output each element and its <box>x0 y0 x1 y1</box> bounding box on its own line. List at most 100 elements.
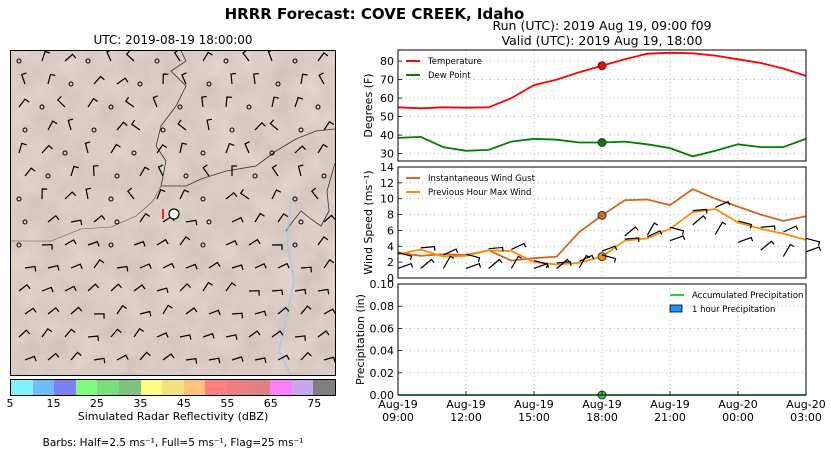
wind-barb <box>277 354 290 361</box>
wind-barb <box>277 212 289 223</box>
wind-barb <box>181 72 187 85</box>
wind-barb <box>297 164 304 177</box>
calm-wind-circle <box>114 173 120 179</box>
y-tick-label: 0.06 <box>370 322 395 335</box>
wind-barb <box>133 240 146 247</box>
wind-barb <box>267 51 273 62</box>
river-line <box>277 200 296 375</box>
wind-barb <box>70 219 83 226</box>
legend-label: Temperature <box>427 57 482 67</box>
y-tick-label: 50 <box>380 111 394 124</box>
calm-wind-circle <box>269 150 275 156</box>
y-tick-label: 10 <box>380 193 394 206</box>
colorbar-swatch <box>313 380 335 395</box>
wind-barb <box>242 51 250 62</box>
colorbar-tick-label: 25 <box>89 397 104 410</box>
calm-wind-circle <box>160 127 166 133</box>
colorbar-swatch <box>11 380 33 395</box>
legend-label: Previous Hour Max Wind <box>428 188 531 198</box>
y-tick-label: 0.00 <box>370 389 395 402</box>
wind-barb <box>47 352 60 361</box>
wind-barb <box>18 98 30 108</box>
wind-barb <box>556 261 572 266</box>
wind-barb <box>646 222 659 236</box>
colorbar-swatch <box>32 380 55 395</box>
wind-barb <box>317 330 330 338</box>
wind-barb <box>323 308 335 315</box>
colorbar-swatch <box>183 380 206 395</box>
wind-barb <box>24 355 37 362</box>
wind-barb <box>92 165 99 177</box>
wind-barb <box>85 187 92 200</box>
legend-swatch <box>669 304 683 313</box>
wind-barb <box>624 226 639 237</box>
wind-barb <box>41 51 51 62</box>
x-tick-label: Aug-20 <box>718 398 757 411</box>
state-boundary-line <box>285 162 335 232</box>
colorbar-tick-label: 5 <box>6 397 14 410</box>
y-tick-label: 0.04 <box>370 345 395 358</box>
x-tick-label: Aug-19 <box>378 398 417 411</box>
wind-barb <box>323 120 335 131</box>
wind-barb <box>70 351 82 361</box>
wind-barb <box>185 307 198 315</box>
wind-barb <box>41 188 48 200</box>
wind-barb <box>323 356 335 363</box>
wind-barb <box>225 240 238 246</box>
wind-barb <box>87 335 99 342</box>
calm-wind-circle <box>315 104 321 110</box>
wind-barb <box>323 214 335 223</box>
wind-barb <box>601 254 617 263</box>
colorbar-tick-label: 75 <box>307 397 322 410</box>
wind-barb <box>317 236 329 246</box>
calm-wind-circle <box>22 219 28 225</box>
wind-barb <box>177 119 187 131</box>
wind-barb <box>254 357 267 364</box>
x-tick-label: 15:00 <box>518 411 550 424</box>
calm-wind-circle <box>206 219 212 225</box>
wind-barb <box>317 143 328 154</box>
wind-barb <box>225 96 232 108</box>
radar-map[interactable] <box>10 50 336 376</box>
wind-barb <box>70 263 83 270</box>
wind-barb <box>277 262 290 269</box>
wind-barb <box>47 264 60 271</box>
colorbar-tick-label: 15 <box>46 397 61 410</box>
county-boundary-line <box>11 185 162 242</box>
wind-barb <box>156 238 169 246</box>
calm-wind-circle <box>39 104 45 110</box>
wind-barb <box>64 53 77 62</box>
wind-barb <box>201 95 207 108</box>
wind-barb <box>624 237 640 242</box>
wind-barb <box>156 188 166 200</box>
wind-barb <box>294 96 304 108</box>
site-marker <box>168 208 180 220</box>
radar-map-canvas <box>11 51 335 375</box>
wind-barb <box>84 141 91 154</box>
colorbar-swatch <box>75 380 98 395</box>
wind-barb <box>692 208 708 214</box>
calm-wind-circle <box>246 104 252 110</box>
y-axis-label: Degrees (F) <box>362 73 375 137</box>
calm-wind-circle <box>292 196 298 202</box>
wind-barbs <box>16 51 335 364</box>
wind-barb <box>156 143 168 154</box>
colorbar-tick-label: 45 <box>176 397 191 410</box>
wind-barb <box>93 313 105 319</box>
wind-barb <box>231 264 244 270</box>
calm-wind-circle <box>292 58 298 64</box>
calm-wind-circle <box>16 196 22 202</box>
wind-barb <box>179 283 192 292</box>
wind-barb <box>318 72 325 85</box>
wind-barb <box>782 243 795 257</box>
wind-barb <box>64 328 76 338</box>
run-time-label: Run (UTC): 2019 Aug 19, 09:00 f09 <box>492 18 712 33</box>
y-tick-label: 0.08 <box>370 300 395 313</box>
calm-wind-circle <box>62 150 68 156</box>
calm-wind-circle <box>137 81 143 87</box>
wind-barb <box>208 357 221 364</box>
x-tick-label: 09:00 <box>382 411 414 424</box>
wind-barb <box>737 220 753 229</box>
calm-wind-circle <box>154 58 160 64</box>
wind-barb <box>533 259 549 269</box>
